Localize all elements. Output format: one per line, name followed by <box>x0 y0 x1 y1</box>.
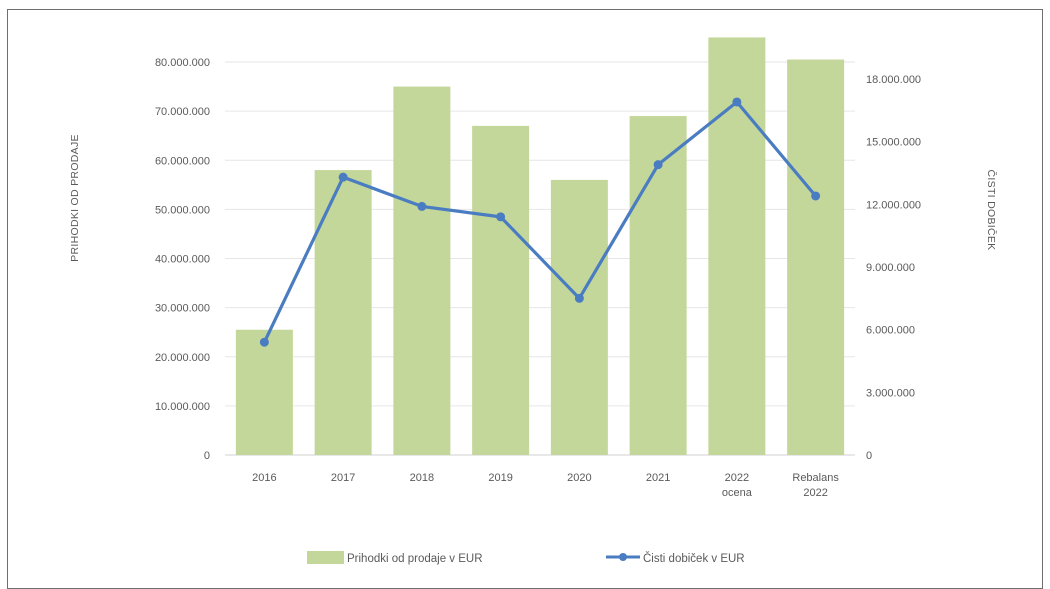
left-tick-label: 60.000.000 <box>155 155 210 167</box>
right-axis-title: ČISTI DOBIČEK <box>985 170 998 251</box>
legend: Prihodki od prodaje v EUR Čisti dobiček v… <box>307 551 745 565</box>
bar-series <box>235 37 845 456</box>
right-tick-label: 12.000.000 <box>866 199 921 211</box>
bar <box>393 86 451 455</box>
right-tick-label: 15.000.000 <box>866 137 921 149</box>
right-tick-label: 9.000.000 <box>866 262 915 274</box>
legend-line-marker <box>619 553 627 561</box>
line-point <box>496 212 506 222</box>
right-tick-label: 6.000.000 <box>866 325 915 337</box>
bar <box>550 179 608 455</box>
line-point <box>338 172 348 182</box>
left-tick-label: 30.000.000 <box>155 303 210 315</box>
x-axis-ticks: 2016 2017 2018 2019 2020 2021 2022 ocena Rebalan… <box>252 472 839 499</box>
x-tick-label: 2019 <box>488 472 512 484</box>
legend-bar-label: Prihodki od prodaje v EUR <box>347 553 483 565</box>
bar <box>472 125 530 456</box>
line-path <box>262 100 817 343</box>
x-tick-label: 2022 <box>803 487 827 499</box>
line-point <box>417 201 427 211</box>
bar <box>787 59 845 455</box>
line-point <box>259 337 269 347</box>
x-tick-label: 2021 <box>646 472 670 484</box>
left-axis-title: PRIHODKI OD PRODAJE <box>69 134 81 262</box>
x-tick-label: Rebalans <box>792 472 839 484</box>
legend-line-label: Čisti dobiček v EUR <box>643 552 745 565</box>
right-tick-label: 0 <box>866 450 872 462</box>
left-tick-label: 0 <box>204 450 210 462</box>
right-tick-label: 18.000.000 <box>866 74 921 86</box>
x-tick-label: 2022 <box>725 472 749 484</box>
legend-bar-swatch <box>307 551 344 564</box>
x-tick-label: 2018 <box>410 472 434 484</box>
left-tick-label: 20.000.000 <box>155 352 210 364</box>
x-tick-label: 2020 <box>567 472 591 484</box>
line-point <box>653 160 663 170</box>
line-point <box>811 191 821 201</box>
left-tick-label: 50.000.000 <box>155 204 210 216</box>
x-tick-label: 2017 <box>331 472 355 484</box>
bar <box>235 329 293 455</box>
left-tick-label: 70.000.000 <box>155 106 210 118</box>
line-point <box>574 293 584 303</box>
bar <box>629 116 687 455</box>
left-tick-label: 10.000.000 <box>155 401 210 413</box>
right-tick-label: 3.000.000 <box>866 387 915 399</box>
x-tick-label: 2016 <box>252 472 276 484</box>
left-tick-label: 80.000.000 <box>155 57 210 69</box>
left-axis-ticks: 0 10.000.000 20.000.000 30.000.000 40.000.00… <box>155 57 210 462</box>
line-series <box>259 97 821 347</box>
x-tick-label: ocena <box>722 487 753 499</box>
left-tick-label: 40.000.000 <box>155 254 210 266</box>
line-point <box>732 97 742 107</box>
bar <box>708 37 766 455</box>
bar <box>314 170 372 455</box>
right-axis-ticks: 0 3.000.000 6.000.000 9.000.000 12.000.000 15… <box>866 74 921 462</box>
